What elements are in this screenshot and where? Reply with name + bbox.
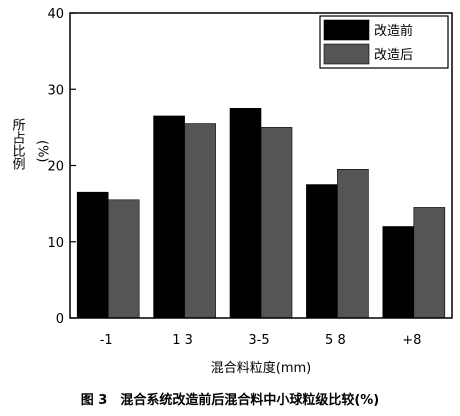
bar-before-0	[76, 191, 109, 319]
legend-label-0: 改造前	[374, 23, 413, 39]
y-axis-ticks: 0 10 20 30 40	[47, 7, 76, 327]
y-tick-label: 0	[56, 312, 64, 327]
x-axis-title: 混合料粒度(mm)	[211, 360, 311, 376]
x-tick-label: +8	[402, 333, 421, 348]
bar-after-2	[260, 127, 293, 319]
x-axis-ticks: -1 1 3 3-5 5 8 +8	[100, 333, 422, 348]
x-tick-label: 3-5	[248, 333, 269, 348]
y-tick-label: 10	[47, 236, 64, 251]
y-tick-label: 20	[47, 160, 64, 175]
bars-group	[76, 108, 446, 319]
bar-before-2	[229, 108, 262, 319]
y-tick-label: 40	[47, 7, 64, 22]
x-tick-label: -1	[100, 333, 113, 348]
figure-caption: 图 3 混合系统改造前后混合料中小球粒级比较(%)	[80, 393, 380, 408]
legend-swatch-0	[323, 19, 370, 41]
bar-after-1	[184, 123, 216, 319]
x-tick-label: 5 8	[325, 333, 346, 348]
bar-before-4	[382, 226, 415, 319]
y-axis-title-line2: (%)	[35, 140, 50, 163]
bar-before-1	[153, 115, 185, 319]
y-tick-label: 30	[47, 83, 64, 98]
bar-before-3	[306, 184, 338, 319]
y-axis-title-line1: 所占比例	[10, 118, 26, 171]
bar-after-3	[337, 169, 369, 319]
x-tick-label: 1 3	[172, 333, 193, 348]
bar-after-4	[413, 207, 446, 319]
legend-label-1: 改造后	[374, 48, 413, 63]
bar-after-0	[107, 199, 140, 319]
legend-swatch-1	[323, 43, 370, 65]
